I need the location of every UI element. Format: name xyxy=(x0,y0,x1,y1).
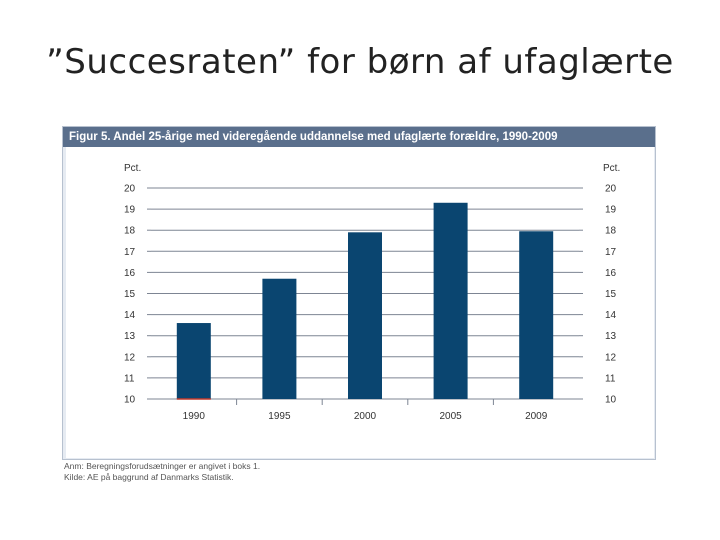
y-tick-label-right: 10 xyxy=(605,395,617,406)
bar-chart: Pct. Pct. 20 20 19 19 18 18 17 17 16 16 15 15 14 14 13 13… xyxy=(124,163,620,422)
y-tick-label-right: 19 xyxy=(605,205,617,216)
y-tick-label-left: 13 xyxy=(124,331,136,342)
y-tick-label-left: 11 xyxy=(124,373,135,384)
y-tick-label-right: 13 xyxy=(605,331,617,342)
figure-header: Figur 5. Andel 25-årige med videregående… xyxy=(63,127,655,147)
slide-title: ”Succesraten” for børn af ufaglærte xyxy=(46,42,674,82)
bar xyxy=(433,202,468,399)
figure-frame: Figur 5. Andel 25-årige med videregående… xyxy=(62,126,656,460)
y-tick-label-left: 10 xyxy=(124,395,136,406)
y-axis-label-left: Pct. xyxy=(124,163,141,174)
y-tick-label-left: 19 xyxy=(124,205,136,216)
x-tick-label: 2009 xyxy=(525,411,548,422)
y-tick-label-right: 11 xyxy=(605,373,616,384)
y-tick-label-left: 16 xyxy=(124,268,136,279)
figure-body: Pct. Pct. 20 20 19 19 18 18 17 17 16 16 15 15 14 14 13 13… xyxy=(66,147,654,458)
x-tick-label: 1995 xyxy=(268,411,291,422)
bar xyxy=(262,278,297,399)
y-tick-label-right: 14 xyxy=(605,310,617,321)
y-tick-label-right: 15 xyxy=(605,289,617,300)
bar xyxy=(348,232,382,399)
y-tick-label-right: 16 xyxy=(605,268,617,279)
y-tick-label-left: 18 xyxy=(124,226,136,237)
y-tick-label-right: 20 xyxy=(605,184,617,195)
y-tick-label-left: 15 xyxy=(124,289,136,300)
figure-source: Kilde: AE på baggrund af Danmarks Statis… xyxy=(64,472,234,482)
x-tick-label: 2005 xyxy=(439,411,462,422)
bar xyxy=(519,231,554,399)
y-tick-label-right: 18 xyxy=(605,226,617,237)
y-tick-label-right: 12 xyxy=(605,352,617,363)
y-axis-label-right: Pct. xyxy=(603,163,620,174)
bar xyxy=(176,323,211,399)
figure-notes: Anm: Beregningsforudsætninger er angivet… xyxy=(64,461,260,483)
y-tick-label-right: 17 xyxy=(605,247,617,258)
figure-note: Anm: Beregningsforudsætninger er angivet… xyxy=(64,461,261,471)
y-tick-label-left: 12 xyxy=(124,352,136,363)
y-tick-label-left: 17 xyxy=(124,247,136,258)
y-tick-label-left: 20 xyxy=(124,184,136,195)
y-tick-label-left: 14 xyxy=(124,310,136,321)
x-tick-label: 1990 xyxy=(183,411,206,422)
x-tick-label: 2000 xyxy=(354,411,377,422)
